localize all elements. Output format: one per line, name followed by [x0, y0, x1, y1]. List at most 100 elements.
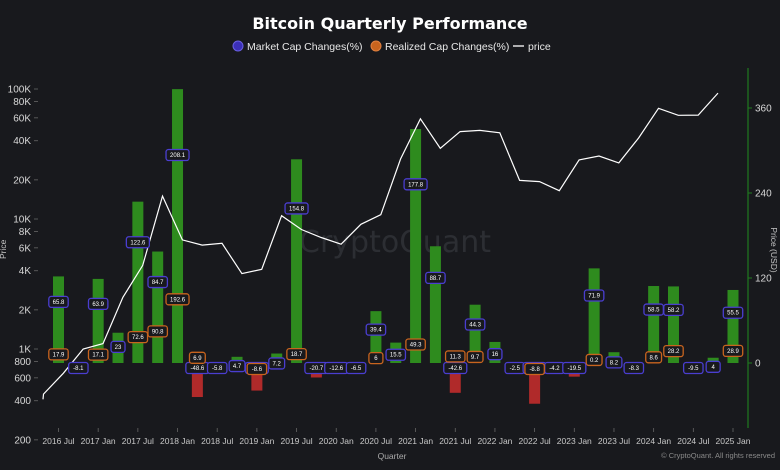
svg-text:28.2: 28.2	[668, 349, 680, 355]
market-cap-label: 4	[705, 360, 721, 373]
svg-text:17.9: 17.9	[53, 352, 65, 358]
svg-text:-2.5: -2.5	[510, 366, 521, 372]
y-axis-left-title: Price	[0, 239, 8, 259]
y-left-tick-label: 60K	[13, 113, 31, 124]
x-tick-label: 2020 Jul	[360, 436, 392, 446]
svg-text:4.7: 4.7	[233, 364, 242, 370]
x-axis-title: Quarter	[378, 451, 407, 461]
x-tick-label: 2025 Jan	[716, 436, 751, 446]
svg-text:-4.2: -4.2	[549, 366, 560, 372]
market-cap-bar	[727, 289, 739, 363]
y-right-tick-label: 360	[755, 104, 772, 115]
y-left-tick-label: 20K	[13, 175, 31, 186]
x-tick-label: 2016 Jul	[42, 436, 74, 446]
market-cap-bar	[92, 278, 104, 363]
legend[interactable]: Market Cap Changes(%) Realized Cap Chang…	[232, 40, 551, 53]
svg-text:-8.3: -8.3	[629, 366, 640, 372]
x-tick-label: 2018 Jan	[160, 436, 195, 446]
svg-text:90.8: 90.8	[152, 329, 164, 335]
svg-text:192.6: 192.6	[170, 297, 186, 303]
realized-cap-label: 72.6	[127, 330, 149, 344]
svg-text:72.6: 72.6	[132, 335, 144, 341]
market-cap-bar	[132, 201, 144, 363]
market-cap-label: -19.5	[562, 361, 587, 375]
svg-text:9.7: 9.7	[471, 355, 480, 361]
svg-text:84.7: 84.7	[152, 280, 164, 286]
market-cap-bar	[707, 357, 719, 363]
market-cap-label: 71.9	[583, 289, 605, 302]
realized-cap-label: 8.6	[645, 351, 663, 364]
legend-marker-realized-cap	[370, 40, 382, 52]
market-cap-label: -5.8	[206, 361, 228, 375]
svg-text:16: 16	[492, 352, 499, 358]
market-cap-label: -8.3	[623, 361, 645, 375]
chart-title: Bitcoin Quarterly Performance	[252, 14, 527, 33]
svg-text:0.2: 0.2	[590, 358, 599, 364]
x-tick-label: 2017 Jan	[81, 436, 116, 446]
market-cap-label: -12.6	[324, 361, 349, 375]
y-right-tick-label: 0	[755, 359, 761, 370]
x-tick-label: 2019 Jul	[280, 436, 312, 446]
svg-text:88.7: 88.7	[430, 276, 442, 282]
y-left-tick-label: 800	[14, 357, 31, 368]
market-cap-label: 58.5	[643, 303, 664, 316]
y-left-tick-label: 200	[14, 435, 31, 446]
y-axis-right-title: Price (USD)	[769, 227, 779, 273]
realized-cap-label: 17.1	[87, 348, 109, 361]
x-tick-label: 2024 Jul	[677, 436, 709, 446]
market-cap-bar	[410, 129, 422, 363]
svg-text:-5.8: -5.8	[212, 366, 223, 372]
market-cap-label: 58.2	[663, 303, 684, 317]
realized-cap-label: 6	[368, 351, 384, 365]
svg-text:-8.1: -8.1	[73, 366, 84, 372]
y-left-tick-label: 40K	[13, 136, 31, 147]
market-cap-label: -6.5	[345, 361, 367, 375]
market-cap-label: 23	[110, 340, 126, 354]
market-cap-bar	[53, 276, 64, 363]
market-cap-label: 177.8	[403, 178, 428, 191]
market-cap-label: 7.2	[268, 357, 286, 370]
realized-cap-label: 28.9	[722, 344, 744, 358]
realized-cap-label: -8.8	[524, 362, 545, 376]
svg-text:177.8: 177.8	[408, 182, 424, 188]
x-axis: 2016 Jul 2017 Jan 2017 Jul 2018 Jan 2018 Jul…	[42, 428, 751, 446]
y-left-tick-label: 1K	[19, 345, 32, 356]
market-cap-label: 15.5	[385, 348, 407, 361]
y-right-tick-label: 120	[755, 274, 772, 285]
svg-text:8.2: 8.2	[610, 360, 619, 366]
y-left-tick-label: 600	[14, 373, 31, 384]
y-left-tick-label: 10K	[13, 215, 31, 226]
realized-cap-label: 6.9	[188, 351, 206, 364]
market-cap-bar	[449, 363, 461, 393]
market-cap-label: 84.7	[147, 275, 169, 289]
market-cap-label: 55.5	[722, 306, 744, 319]
market-cap-label: 4.7	[228, 359, 246, 373]
y-axis-right: 0 120 240 360	[748, 104, 772, 370]
market-cap-bar	[231, 356, 243, 363]
realized-cap-label: 17.9	[48, 348, 69, 361]
market-cap-bar	[429, 246, 441, 363]
x-tick-label: 2020 Jan	[319, 436, 354, 446]
watermark: CryptoQuant	[299, 225, 491, 260]
svg-text:17.1: 17.1	[92, 353, 104, 359]
market-cap-bar	[529, 363, 541, 404]
svg-text:-42.6: -42.6	[448, 366, 462, 372]
svg-text:23: 23	[115, 345, 122, 351]
price-line	[42, 92, 719, 400]
svg-text:-8.8: -8.8	[529, 367, 540, 373]
svg-text:7.2: 7.2	[273, 361, 282, 367]
y-left-tick-label: 8K	[19, 227, 32, 238]
realized-cap-label: 11.3	[444, 350, 466, 363]
x-tick-label: 2019 Jan	[239, 436, 274, 446]
svg-text:63.9: 63.9	[92, 302, 104, 308]
market-cap-label: 39.4	[365, 323, 387, 336]
credit-text: © CryptoQuant. All rights reserved	[661, 451, 775, 460]
svg-text:-6.5: -6.5	[351, 366, 362, 372]
x-tick-label: 2023 Jan	[557, 436, 592, 446]
market-cap-label: 122.6	[125, 236, 151, 249]
market-cap-label: -48.6	[185, 361, 210, 375]
realized-cap-label: 90.8	[147, 325, 169, 338]
x-tick-label: 2021 Jan	[398, 436, 433, 446]
